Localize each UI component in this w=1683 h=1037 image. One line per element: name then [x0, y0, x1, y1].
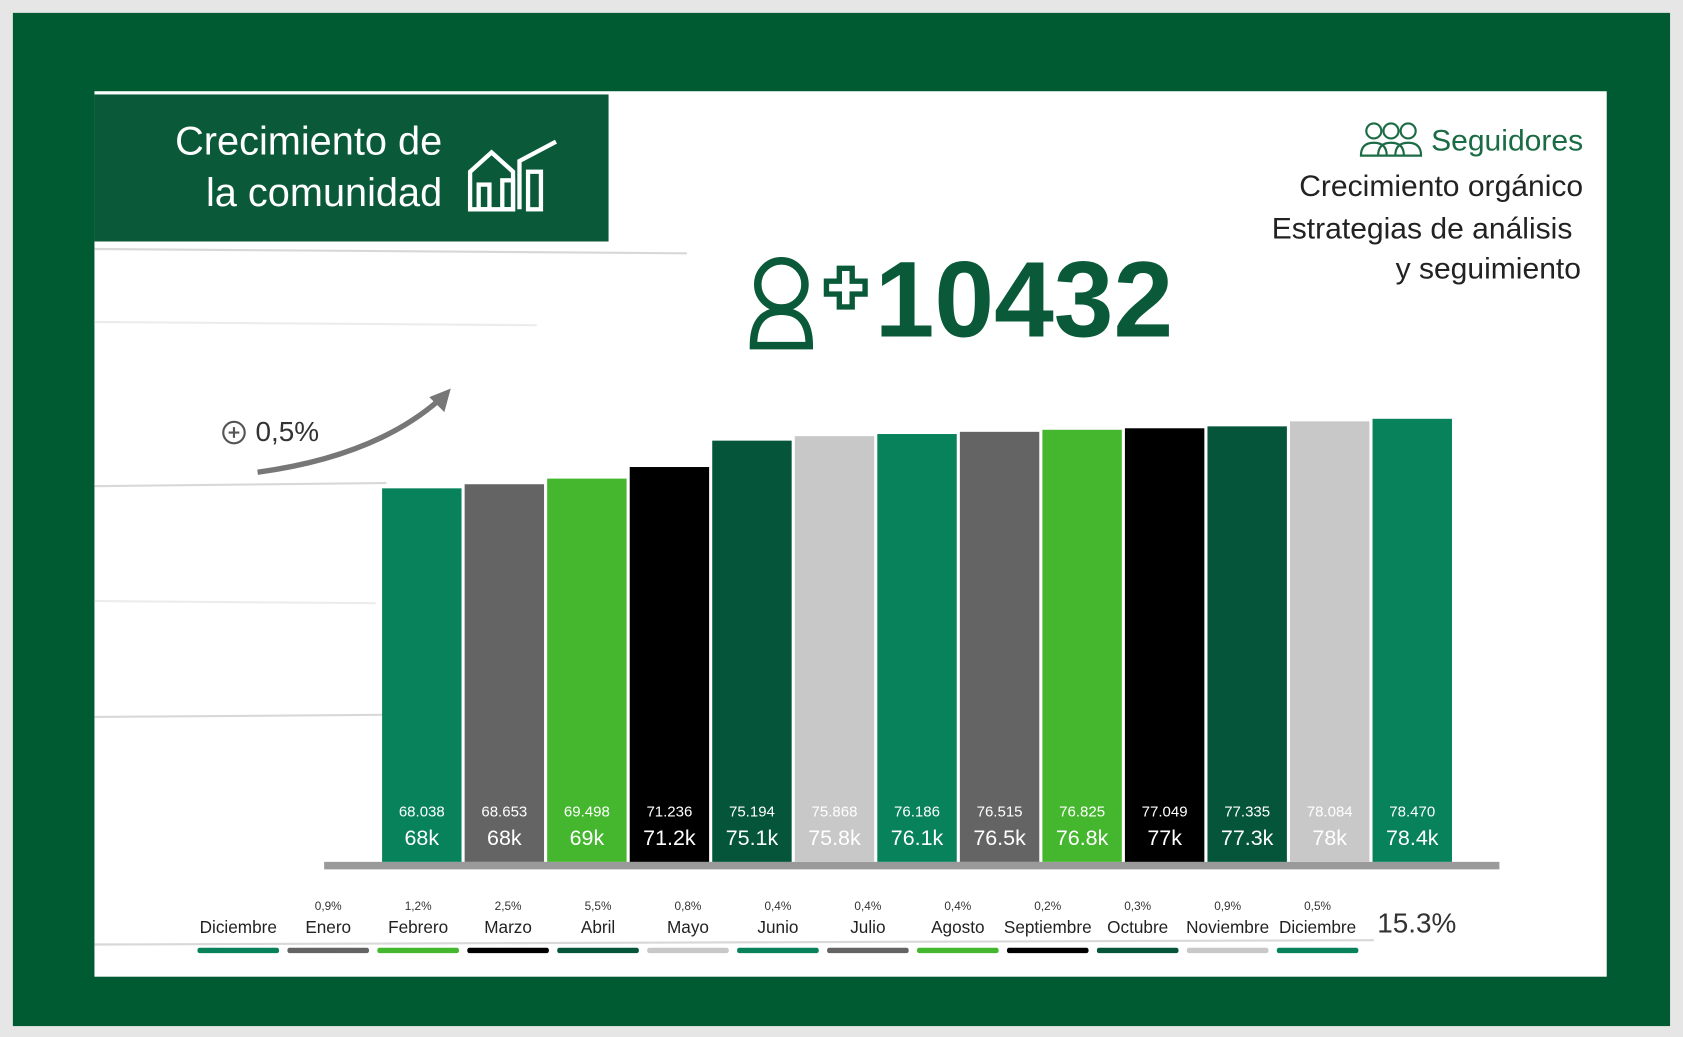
growth-label: 0,4% — [944, 899, 971, 913]
value-label: 77.049 — [1142, 803, 1188, 820]
bar — [464, 484, 545, 862]
value-label: 75.868 — [812, 803, 858, 820]
category-underline — [1276, 947, 1359, 954]
category-underline — [647, 947, 729, 954]
category-underline — [467, 947, 549, 954]
value-label: 78.470 — [1389, 803, 1435, 820]
category-underline — [557, 947, 639, 954]
bar — [712, 440, 792, 862]
note: Crecimiento orgánico — [1299, 170, 1583, 203]
value-label-short: 75.1k — [726, 826, 779, 850]
value-label: 69.498 — [564, 803, 610, 820]
x-tick-label: Diciembre — [1279, 917, 1356, 937]
value-label-short: 76.5k — [973, 826, 1026, 850]
value-label-short: 75.8k — [808, 826, 861, 850]
value-label-short: 69k — [570, 826, 605, 850]
annotation: 0,5% — [255, 416, 319, 447]
x-tick-label: Noviembre — [1186, 917, 1269, 937]
value-label: 76.186 — [894, 803, 940, 820]
category-underline — [287, 947, 370, 954]
value-label-short: 77.3k — [1221, 826, 1274, 850]
growth-label: 1,2% — [405, 899, 432, 913]
value-label-short: 68k — [405, 826, 440, 850]
value-label: 76.515 — [977, 803, 1023, 820]
growth-label: 0,9% — [1214, 899, 1241, 913]
growth-label: 0,3% — [1124, 899, 1151, 913]
growth-label: 0,4% — [854, 899, 881, 913]
bar — [959, 431, 1040, 862]
bar — [794, 436, 875, 862]
annotation-icon — [222, 420, 246, 445]
category-underline — [917, 947, 999, 954]
value-label: 77.335 — [1224, 803, 1270, 820]
bar — [382, 488, 462, 862]
value-label: 76.825 — [1059, 803, 1105, 820]
value-label: 68.653 — [481, 803, 527, 820]
growth-label: 0,2% — [1034, 899, 1061, 913]
bar — [1042, 429, 1122, 862]
title-box — [94, 94, 609, 242]
chart-icon — [467, 139, 557, 212]
value-label: 75.194 — [729, 803, 775, 820]
value-label-short: 76.1k — [891, 826, 944, 850]
x-tick-label: Agosto — [931, 917, 984, 937]
category-underline — [377, 947, 459, 954]
category-underline — [1096, 947, 1179, 954]
bar — [547, 478, 627, 862]
annotation-arrow — [257, 397, 442, 475]
new-followers: 10432 — [875, 239, 1173, 359]
chart-title: Crecimiento de la comunidad — [175, 119, 443, 215]
bar — [1372, 418, 1452, 862]
category-underline — [827, 947, 909, 954]
wood-texture — [94, 247, 1374, 946]
x-tick-label: Enero — [305, 917, 351, 937]
growth-label: 2,5% — [495, 899, 522, 913]
bar — [1289, 421, 1370, 862]
growth-label: 0,8% — [675, 899, 702, 913]
x-tick-label: Julio — [850, 917, 885, 937]
x-tick-label: Abril — [581, 917, 615, 937]
value-label-short: 77k — [1147, 826, 1182, 850]
category-underline — [197, 947, 280, 954]
total-growth: 15.3% — [1377, 908, 1456, 939]
category-underline — [1006, 947, 1089, 954]
value-label-short: 76.8k — [1056, 826, 1109, 850]
followers-icon — [1359, 122, 1423, 157]
add-user-icon — [749, 257, 868, 350]
bar — [629, 467, 710, 862]
value-label: 78.084 — [1307, 803, 1353, 820]
bar — [1207, 426, 1287, 862]
x-tick-label: Junio — [757, 917, 798, 937]
legend-title: Seguidores — [1431, 125, 1583, 158]
growth-label: 5,5% — [585, 899, 612, 913]
note: Estrategias de análisis — [1272, 213, 1573, 246]
value-label-short: 78.4k — [1386, 826, 1439, 850]
bar — [1124, 428, 1205, 862]
x-tick-label: Marzo — [484, 917, 532, 937]
x-tick-label: Febrero — [388, 917, 448, 937]
category-underline — [737, 947, 819, 954]
x-tick-label: Diciembre — [200, 917, 277, 937]
value-label: 68.038 — [399, 803, 445, 820]
annotation-arrowhead — [429, 388, 451, 413]
x-tick-label: Octubre — [1107, 917, 1168, 937]
x-tick-label: Septiembre — [1004, 917, 1092, 937]
growth-label: 0,5% — [1304, 899, 1331, 913]
value-label-short: 78k — [1312, 826, 1347, 850]
growth-label: 0,4% — [764, 899, 791, 913]
value-label-short: 71.2k — [643, 826, 696, 850]
x-tick-label: Mayo — [667, 917, 709, 937]
value-label-short: 68k — [487, 826, 522, 850]
growth-label: 0,9% — [315, 899, 342, 913]
baseline — [324, 861, 1500, 870]
note: y seguimiento — [1396, 252, 1581, 285]
category-underline — [1186, 947, 1269, 954]
bar — [877, 434, 957, 862]
value-label: 71.236 — [646, 803, 692, 820]
